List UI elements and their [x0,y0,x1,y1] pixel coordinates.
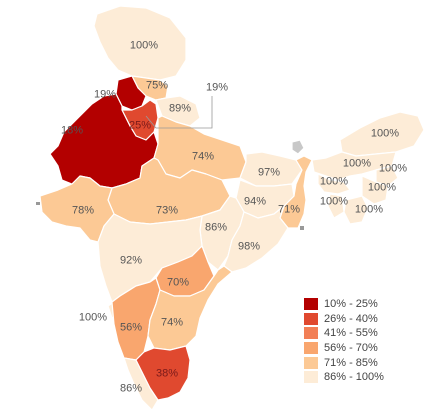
label-gujarat: 78% [71,204,95,217]
legend-item: 10% - 25% [304,297,384,312]
label-kerala: 86% [119,382,143,395]
legend-label: 10% - 25% [324,298,378,311]
region-tamil-nadu[interactable] [135,345,191,401]
legend-label: 41% - 55% [324,327,378,340]
legend-label: 86% - 100% [324,371,384,384]
legend-swatch [304,327,318,340]
label-uttar-pradesh: 74% [191,150,215,163]
label-telangana: 70% [166,276,190,289]
label-goa: 100% [78,311,108,324]
chandigarh-callout-line [145,96,213,129]
legend-swatch [304,356,318,369]
region-west-bengal[interactable] [279,155,313,229]
label-bihar: 97% [257,166,281,179]
label-uttarakhand: 89% [168,102,192,115]
region-andhra-pradesh[interactable] [147,265,233,351]
legend-label: 26% - 40% [324,312,378,325]
legend-swatch [304,312,318,325]
label-tripura: 100% [319,195,349,208]
legend-label: 56% - 70% [324,342,378,355]
label-odisha: 98% [237,240,261,253]
region-uttar-pradesh[interactable] [153,115,247,181]
region-sikkim [291,139,305,155]
legend-item: 26% - 40% [304,312,384,327]
label-rajasthan: 18% [60,124,84,137]
label-arunachal: 100% [370,127,400,140]
region-meghalaya[interactable] [317,173,351,195]
legend-swatch [304,371,318,384]
legend-swatch [304,298,318,311]
label-manipur: 100% [367,181,397,194]
label-himachal: 75% [145,79,169,92]
label-jharkhand: 94% [243,195,267,208]
label-haryana: 25% [128,119,152,132]
label-punjab: 19% [93,88,117,101]
label-jammu-kashmir: 100% [129,39,159,52]
andaman-marker [300,226,304,230]
legend-item: 71% - 85% [304,355,384,370]
region-mizoram[interactable] [343,195,369,225]
label-tamil-nadu: 38% [155,367,179,380]
legend-label: 71% - 85% [324,356,378,369]
label-andhra-pradesh: 74% [160,316,184,329]
label-meghalaya: 100% [319,175,349,188]
label-karnataka: 56% [119,321,143,334]
label-nagaland: 100% [378,162,408,175]
label-mizoram: 100% [354,203,384,216]
label-assam: 100% [342,157,372,170]
region-nagaland[interactable] [375,165,399,187]
label-madhya-pradesh: 73% [155,204,179,217]
daman-diu-marker [36,202,40,205]
legend-swatch [304,342,318,355]
region-tripura[interactable] [327,193,345,219]
legend-item: 86% - 100% [304,370,384,385]
legend-item: 56% - 70% [304,341,384,356]
label-maharashtra: 92% [119,254,143,267]
legend: 10% - 25% 26% - 40% 41% - 55% 56% - 70% … [304,297,384,385]
label-west-bengal: 71% [277,203,301,216]
region-odisha[interactable] [223,205,289,273]
legend-item: 41% - 55% [304,326,384,341]
label-chandigarh: 19% [205,81,229,94]
label-chhattisgarh: 86% [204,221,228,234]
